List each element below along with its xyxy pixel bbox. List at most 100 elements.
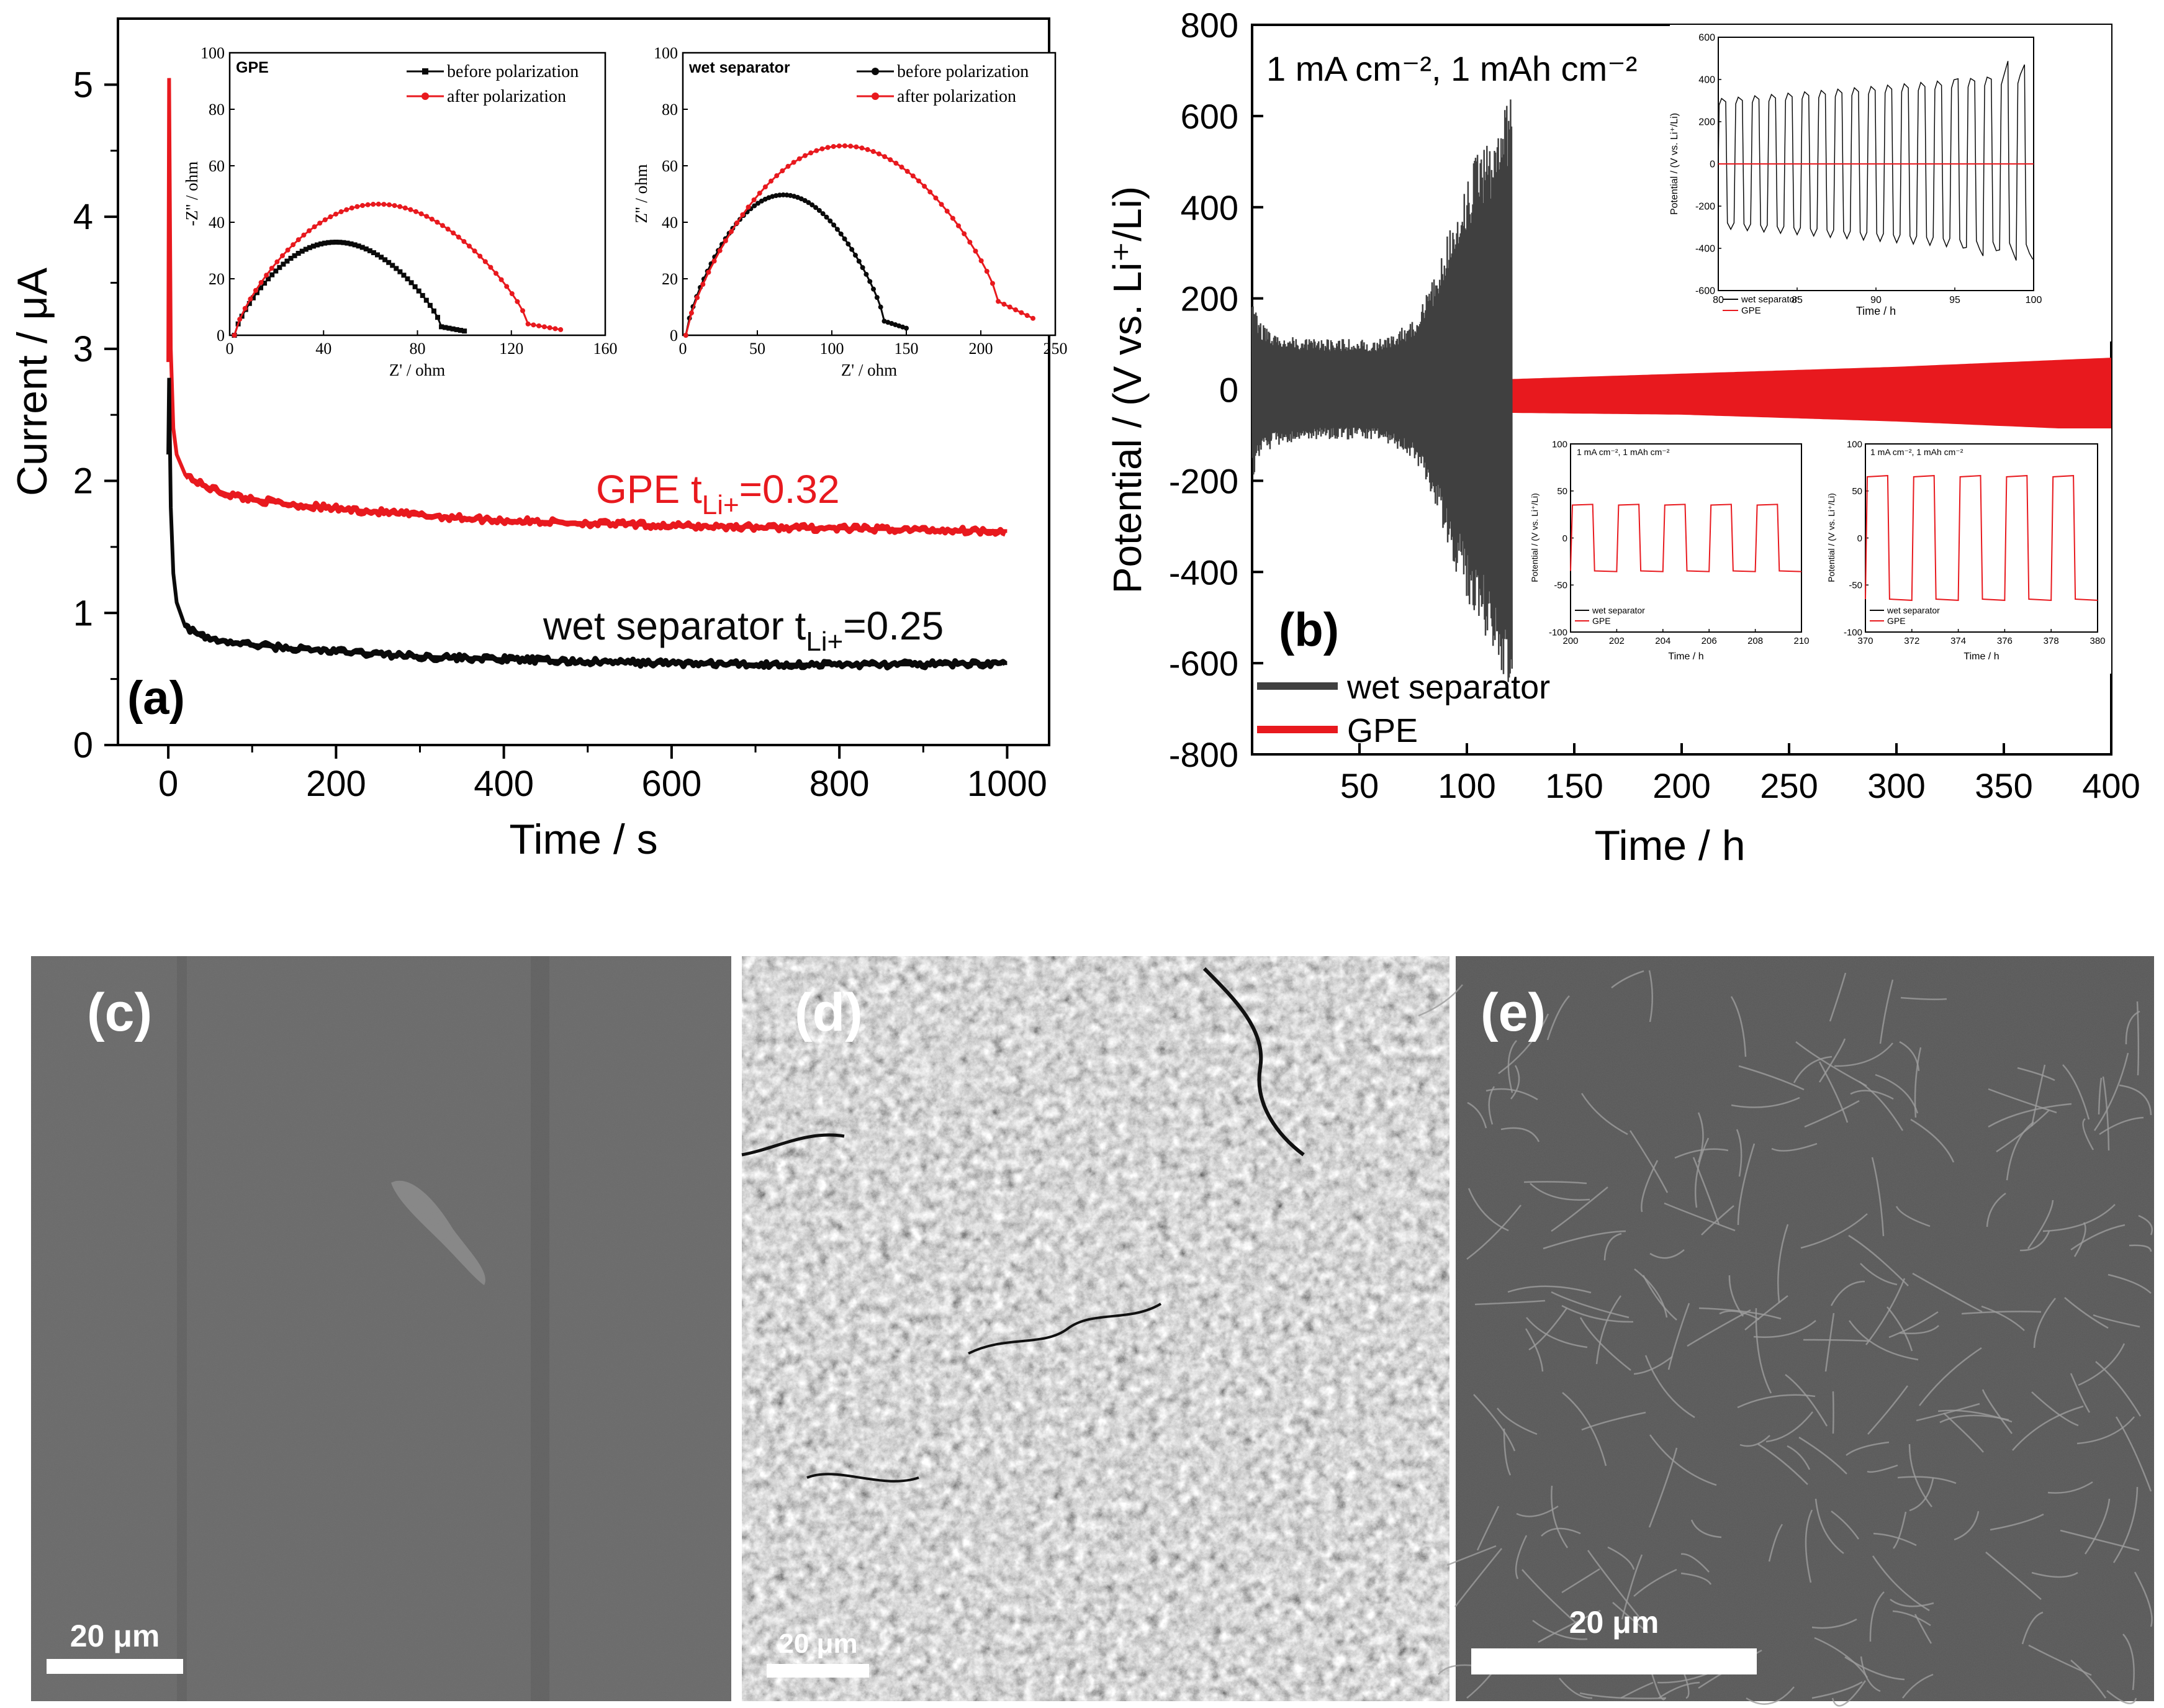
sem-e-ridge [1834, 1042, 1893, 1067]
nyquist-point [328, 214, 333, 220]
sem-e-ridge [1612, 1602, 1649, 1633]
nyquist-point [809, 202, 815, 208]
tick-label: 208 [1747, 636, 1763, 646]
sem-e-ridge [1454, 1548, 1502, 1607]
nyquist-point [780, 192, 786, 197]
sem-e-ridge [1562, 1392, 1607, 1466]
nyquist-point [802, 153, 808, 158]
sem-e-ridge [2006, 1121, 2034, 1181]
sem-e-ridge [1954, 1511, 1980, 1541]
tick-label: -200 [1695, 202, 1715, 212]
nyquist-point [1030, 315, 1035, 321]
sem-e-ridge [1777, 1224, 1789, 1303]
sem-e-ridge [1737, 1394, 1816, 1409]
nyquist-point [852, 253, 858, 258]
sem-e-ridge [1981, 1305, 2025, 1331]
sem-e-ridge [1559, 1678, 1593, 1699]
tick-label: 0 [670, 327, 678, 345]
panel-b-x-ticks: 50 100 150 200 250 300 350 400 [1340, 743, 2140, 805]
y-tick-label: 5 [73, 65, 93, 105]
nyquist-point [330, 240, 335, 245]
inset-gpe-series [232, 201, 564, 338]
nyquist-point [390, 263, 395, 268]
nyquist-point [237, 317, 243, 322]
sem-e-ridge [1466, 1204, 1522, 1260]
sem-e-ridge [1961, 1311, 2042, 1315]
x-tick-label: 200 [306, 764, 366, 804]
nyquist-point [746, 204, 751, 210]
inset-mid-ticks: 200 202 204 206 208 210 100 50 0 -50 -100 [1549, 439, 1810, 646]
nyquist-point [408, 207, 413, 212]
sem-e-ridge [1633, 1356, 1673, 1375]
nyquist-point [814, 148, 819, 153]
nyquist-point [816, 207, 822, 213]
annotation-wet-separator: wet separator tLi+=0.25 [543, 603, 944, 657]
legend-after-label: after polarization [897, 87, 1016, 106]
nyquist-point [836, 143, 842, 149]
nyquist-point [1019, 310, 1024, 315]
nyquist-point [281, 261, 286, 267]
panel-a-y-label: Current / μA [9, 267, 56, 496]
nyquist-point [904, 169, 910, 174]
nyquist-point [488, 264, 494, 270]
panel-a-series [166, 78, 1008, 671]
inset-right-series [1865, 475, 2098, 601]
sem-d-fine-texture [742, 956, 1449, 1701]
y-tick-label: 0 [73, 725, 93, 766]
nyquist-point [547, 325, 552, 330]
sem-e-ridge [1986, 1192, 2006, 1227]
sem-e-ridge [2019, 1231, 2050, 1252]
nyquist-point [379, 255, 384, 260]
sem-e-ridge [1488, 1086, 1495, 1125]
nyquist-point [831, 143, 836, 149]
sem-image-c: (c) 20 μm [31, 956, 731, 1701]
sem-e-ridge [1474, 1299, 1546, 1306]
tick-label: 100 [654, 44, 678, 62]
tick-label: -100 [1549, 627, 1567, 638]
sem-e-ridge [2017, 1067, 2055, 1082]
nyquist-point [310, 243, 316, 249]
inset-eis-gpe: 0 40 80 120 160 0 20 40 60 80 100 GPE Z' / ohm -Z'… [183, 44, 618, 379]
sem-c-particle [391, 1180, 485, 1285]
nyquist-point [232, 333, 237, 338]
sem-e-ridge [1633, 1568, 1677, 1597]
nyquist-point [254, 290, 259, 296]
nyquist-point [933, 195, 939, 201]
nyquist-point [337, 240, 343, 245]
sem-e-ridge [1476, 1506, 1500, 1551]
nyquist-point [688, 310, 694, 316]
sem-e-ridge [2047, 1481, 2093, 1494]
sem-e-ridge [1865, 1278, 1906, 1345]
sem-e-ridge [2070, 1373, 2091, 1413]
nyquist-point [348, 241, 354, 246]
sem-e-ridge [1887, 1306, 1913, 1352]
nyquist-point [250, 295, 256, 300]
sem-e-ridge [1818, 1061, 1849, 1123]
inset-wet-ticks: 0 50 100 150 200 250 0 20 40 60 80 100 [654, 44, 1068, 358]
sem-e-ridge [1988, 1088, 2057, 1114]
sem-e-scale-label: 20 μm [1569, 1605, 1659, 1640]
y-tick-label: -200 [1169, 461, 1238, 500]
tick-label: 50 [1557, 486, 1567, 497]
nyquist-point [1024, 313, 1030, 319]
sem-e-ridge [1731, 1096, 1800, 1108]
tick-label: 95 [1949, 295, 1960, 305]
inset-right-ticks: 370 372 374 376 378 380 100 50 0 -50 -100 [1844, 439, 2106, 646]
sem-e-ridge [1867, 1385, 1909, 1435]
sem-e-ridge [1526, 1317, 1588, 1349]
sem-e-ridge [1658, 1681, 1700, 1699]
y-tick-label: 400 [1181, 188, 1238, 227]
sem-e-ridge [1753, 1320, 1816, 1338]
nyquist-point [871, 286, 877, 292]
sem-e-ridge [1795, 1041, 1867, 1087]
sem-e-ridge [1895, 1206, 1931, 1227]
legend-gpe-label: GPE [1741, 305, 1761, 316]
tick-label: 200 [1698, 117, 1715, 128]
panel-b-x-label: Time / h [1594, 822, 1745, 869]
inset-right-condition: 1 mA cm⁻², 1 mAh cm⁻² [1870, 447, 1963, 457]
x-tick-label: 250 [1760, 766, 1818, 805]
tick-label: 100 [820, 340, 844, 358]
nyquist-point [312, 224, 317, 230]
sem-e-ridge [2070, 1660, 2107, 1699]
sem-e-ridge [1811, 1681, 1863, 1699]
